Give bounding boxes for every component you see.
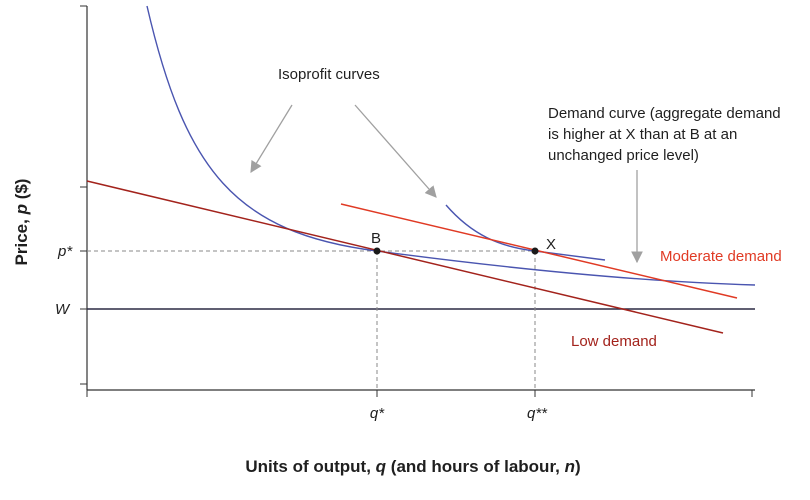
demand-note-line-2: is higher at X than at B at an: [548, 126, 737, 143]
y-tick-label-p-star: p*: [57, 243, 73, 260]
x-tick-label-q-double-star: q**: [527, 405, 548, 422]
point-x-marker: [531, 247, 539, 255]
y-tick-label-w: W: [55, 301, 71, 318]
y-axis-title: Price, p ($): [12, 179, 31, 266]
moderate-demand-label: Moderate demand: [660, 248, 782, 265]
isoprofit-curve-higher: [445, 204, 606, 261]
isoprofit-arrow-right: [354, 104, 437, 198]
low-demand-label: Low demand: [571, 333, 657, 350]
demand-note-line-3: unchanged price level): [548, 147, 699, 164]
x-tick-label-q-star: q*: [370, 405, 385, 422]
demand-note-line-1: Demand curve (aggregate demand: [548, 105, 781, 122]
isoprofit-curves-label: Isoprofit curves: [278, 66, 380, 83]
isoprofit-arrow-left: [250, 104, 293, 173]
moderate-demand-curve: [340, 203, 738, 299]
point-x-label: X: [546, 236, 556, 253]
isoprofit-curve-lower: [146, 5, 756, 286]
point-b-label: B: [371, 230, 381, 247]
x-axis-title: Units of output, q (and hours of labour,…: [245, 457, 580, 476]
point-b-marker: [373, 247, 381, 255]
low-demand-curve: [86, 180, 724, 334]
